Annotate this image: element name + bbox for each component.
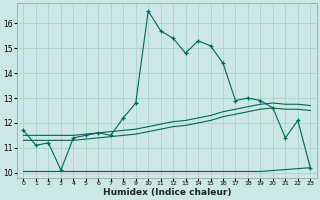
X-axis label: Humidex (Indice chaleur): Humidex (Indice chaleur) (103, 188, 231, 197)
